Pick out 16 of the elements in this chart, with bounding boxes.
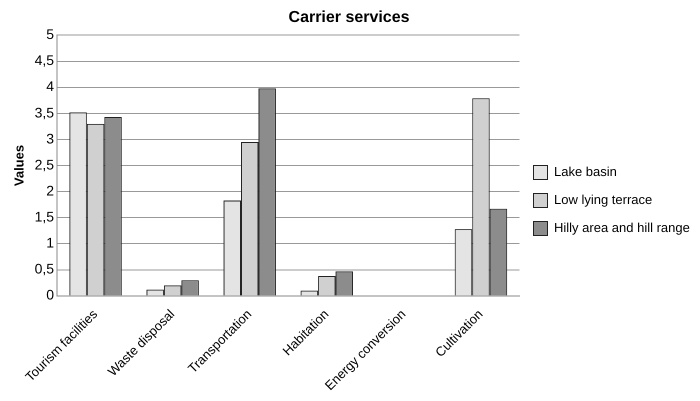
y-tick-label: 1,5 (34, 208, 54, 225)
y-tick-label: 5 (46, 26, 54, 42)
y-tick-label: 3,5 (34, 104, 54, 120)
legend-label: Low lying terrace (554, 192, 652, 208)
y-tick-label: 4 (46, 78, 54, 94)
y-tick-label: 2 (46, 182, 54, 198)
chart-title: Carrier services (288, 9, 410, 26)
y-tick-label: 1 (46, 234, 54, 251)
y-tick-label: 3 (46, 130, 54, 146)
y-axis-title: Values (11, 144, 26, 186)
y-tick-label: 2,5 (34, 156, 54, 172)
y-tick-label: 0,5 (34, 260, 54, 277)
legend-label: Hilly area and hill range (554, 220, 690, 236)
y-tick-label: 0 (46, 286, 54, 303)
legend-label: Lake basin (554, 164, 617, 180)
y-tick-label: 4,5 (34, 52, 54, 68)
